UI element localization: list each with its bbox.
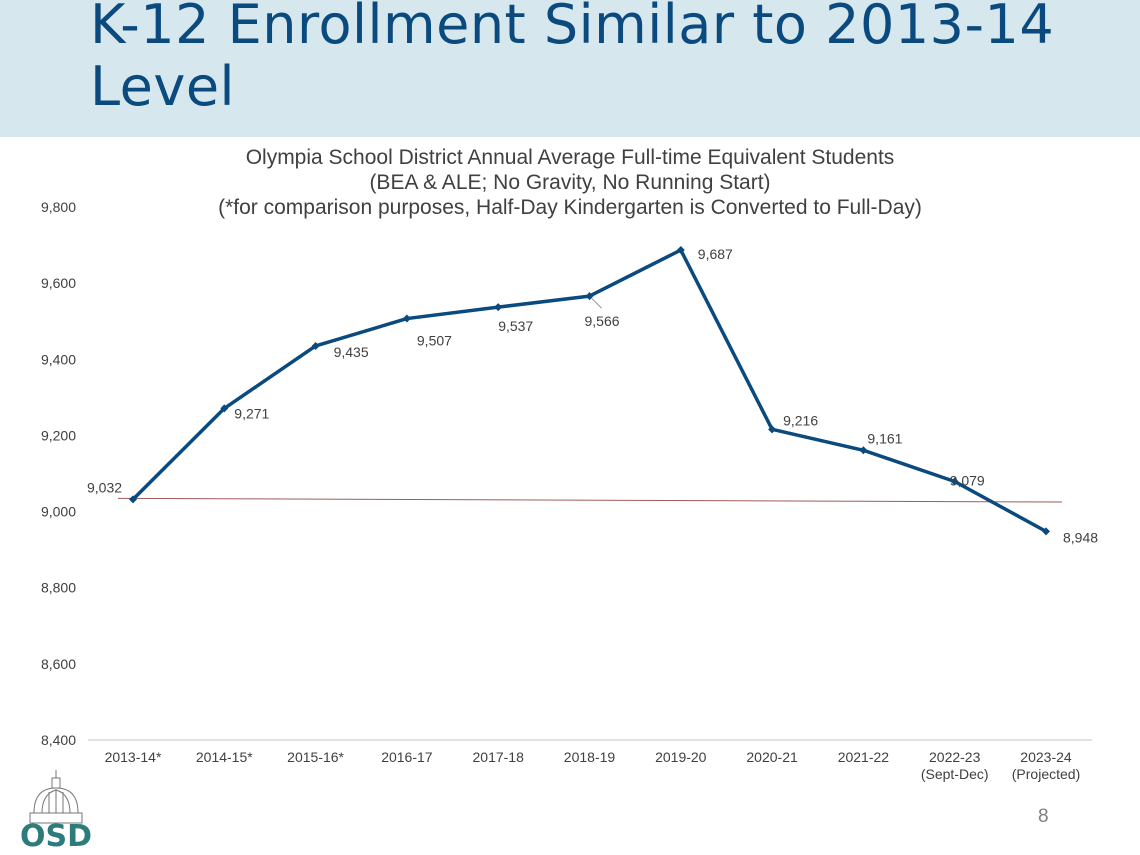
- osd-logo: OSD: [20, 770, 92, 848]
- data-point-marker: [950, 477, 959, 486]
- data-point-marker: [859, 446, 868, 455]
- y-tick-label: 9,800: [41, 199, 76, 215]
- page-number: 8: [1038, 806, 1049, 827]
- data-point-marker: [402, 314, 411, 323]
- slide-header: K-12 Enrollment Similar to 2013-14 Level: [0, 0, 1140, 137]
- x-tick-label: 2023-24: [1020, 749, 1072, 765]
- data-label: 9,216: [783, 412, 818, 428]
- data-label: 9,687: [698, 246, 733, 262]
- x-tick-label: 2017-18: [473, 749, 525, 765]
- logo-text: OSD: [20, 819, 92, 848]
- y-tick-label: 8,600: [41, 656, 76, 672]
- x-tick-label: 2018-19: [564, 749, 616, 765]
- y-tick-label: 9,200: [41, 427, 76, 443]
- data-label: 8,948: [1063, 529, 1098, 545]
- x-tick-label: 2020-21: [746, 749, 798, 765]
- data-point-marker: [768, 425, 777, 434]
- data-label: 9,566: [585, 313, 620, 329]
- x-tick-label: 2021-22: [838, 749, 890, 765]
- y-tick-label: 9,400: [41, 351, 76, 367]
- data-point-marker: [1042, 527, 1050, 536]
- data-point-marker: [494, 303, 503, 312]
- x-tick-label: 2013-14*: [105, 749, 162, 765]
- reference-line: [117, 497, 1063, 503]
- data-label: 9,435: [334, 344, 369, 360]
- data-point-marker: [311, 341, 320, 350]
- y-tick-label: 8,400: [41, 732, 76, 748]
- y-tick-label: 9,000: [41, 504, 76, 520]
- data-point-marker: [676, 246, 685, 255]
- x-tick-sublabel: (Projected): [1012, 766, 1080, 782]
- data-point-marker: [129, 495, 137, 504]
- x-tick-label: 2022-23: [929, 749, 981, 765]
- slide-title: K-12 Enrollment Similar to 2013-14 Level: [90, 0, 1055, 118]
- data-label: 9,507: [417, 333, 452, 349]
- chart-title-line-2: (BEA & ALE; No Gravity, No Running Start…: [369, 171, 771, 194]
- chart-title-line-3: (*for comparison purposes, Half-Day Kind…: [218, 196, 922, 219]
- data-label-leader-line: [591, 297, 602, 309]
- y-tick-label: 9,600: [41, 275, 76, 291]
- x-tick-label: 2015-16*: [287, 749, 344, 765]
- y-tick-label: 8,800: [41, 580, 76, 596]
- data-point-marker: [220, 404, 229, 413]
- data-label: 9,271: [234, 405, 269, 421]
- x-tick-label: 2014-15*: [196, 749, 253, 765]
- x-tick-sublabel: (Sept-Dec): [921, 766, 989, 782]
- chart-title-line-1: Olympia School District Annual Average F…: [245, 146, 895, 169]
- x-tick-label: 2016-17: [381, 749, 433, 765]
- data-label: 9,161: [867, 430, 902, 446]
- data-label: 9,079: [950, 472, 985, 488]
- data-label: 9,537: [498, 318, 533, 334]
- data-label: 9,032: [87, 479, 122, 495]
- x-tick-label: 2019-20: [655, 749, 707, 765]
